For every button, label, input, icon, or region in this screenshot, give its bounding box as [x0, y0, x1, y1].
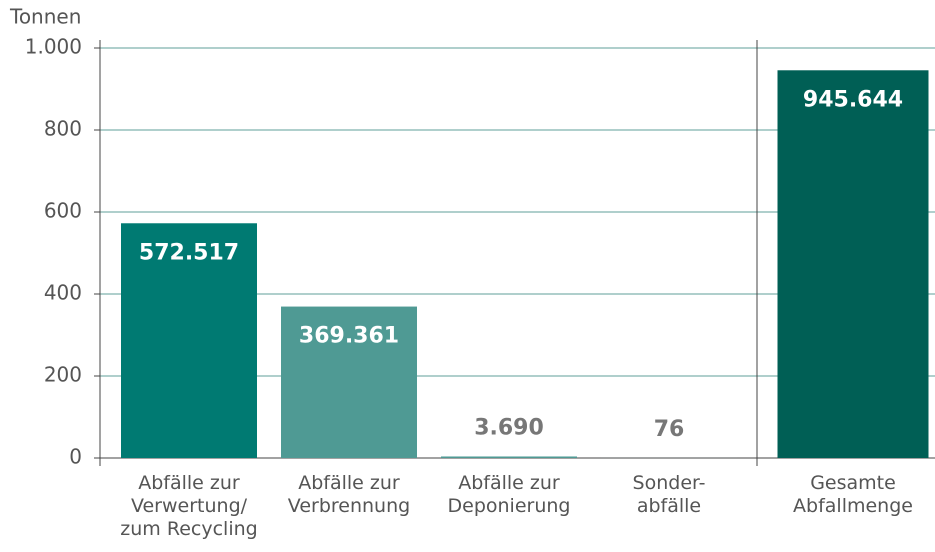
- data-label: 369.361: [299, 324, 399, 349]
- data-label: 3.690: [474, 415, 544, 440]
- bar: [121, 223, 257, 458]
- y-tick-label: 1.000: [25, 35, 82, 59]
- x-tick-label: Sonder- abfälle: [632, 472, 706, 517]
- y-tick-label: 600: [44, 199, 82, 223]
- bar: [281, 306, 417, 458]
- bar: [777, 70, 929, 459]
- x-tick-label: Abfälle zur Verwertung/ zum Recycling: [120, 472, 258, 540]
- y-tick-label: 400: [44, 281, 82, 305]
- data-label: 572.517: [139, 240, 239, 265]
- y-tick-label: 200: [44, 363, 82, 387]
- y-axis-label: Tonnen: [9, 5, 81, 29]
- data-label: 76: [654, 417, 685, 442]
- x-tick-label: Abfälle zur Deponierung: [447, 472, 571, 517]
- data-label: 945.644: [803, 87, 903, 112]
- y-tick-label: 0: [69, 445, 82, 469]
- x-tick-label: Abfälle zur Verbrennung: [287, 472, 411, 517]
- y-tick-label: 800: [44, 117, 82, 141]
- x-tick-label: Gesamte Abfallmenge: [793, 472, 913, 517]
- bar: [441, 456, 577, 458]
